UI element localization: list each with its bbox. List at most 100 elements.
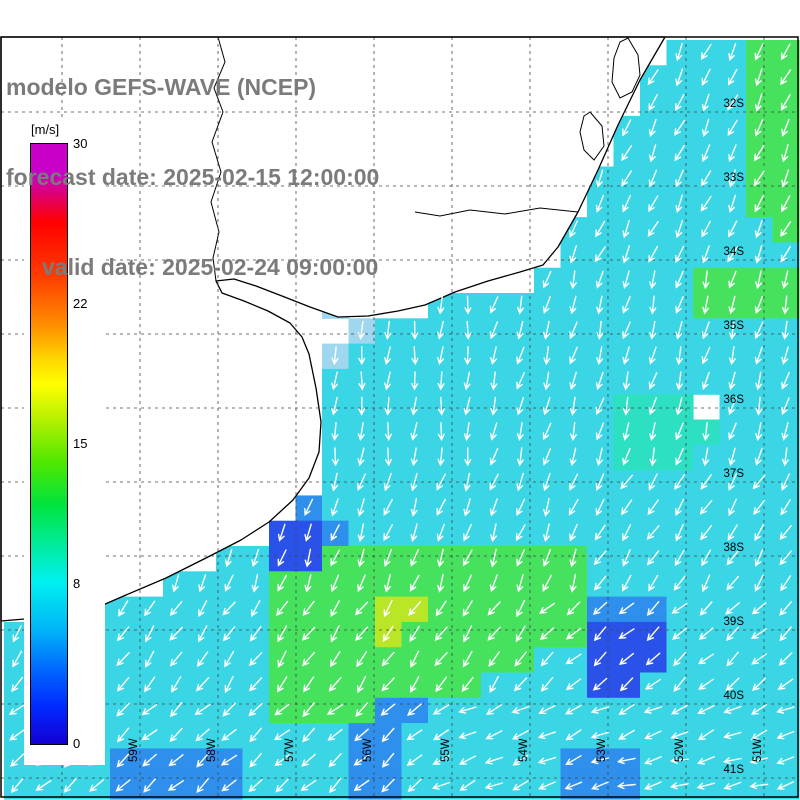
- wind-arrow: [618, 729, 635, 740]
- wave-cell: [746, 596, 774, 623]
- wind-arrow: [569, 371, 577, 391]
- title-valid-date: valid date: 2025-02-24 09:00:00: [42, 254, 379, 280]
- wave-cell: [666, 571, 694, 598]
- wind-arrow: [647, 499, 659, 516]
- wave-cell: [136, 697, 164, 724]
- wind-arrow: [569, 270, 577, 290]
- wind-arrow: [649, 422, 657, 441]
- wave-cell: [772, 596, 800, 623]
- wind-arrow: [301, 753, 316, 767]
- wind-arrow: [569, 523, 578, 542]
- wave-cell: [640, 520, 668, 547]
- wave-cell: [110, 773, 138, 800]
- wind-arrow: [248, 703, 263, 717]
- wind-arrow: [728, 498, 737, 517]
- wave-cell: [587, 470, 615, 496]
- wind-arrow: [616, 757, 636, 765]
- wind-arrow: [780, 246, 791, 263]
- wind-arrow: [593, 550, 607, 566]
- wind-arrow: [251, 600, 261, 618]
- wind-arrow: [701, 93, 710, 112]
- wave-cell: [401, 723, 429, 749]
- wind-arrow: [358, 396, 366, 416]
- wind-arrow: [543, 320, 551, 340]
- wave-cell: [666, 267, 694, 294]
- wave-cell: [719, 723, 747, 749]
- wind-arrow: [143, 778, 156, 793]
- wind-arrow: [618, 602, 635, 615]
- wind-arrow: [673, 676, 686, 692]
- wind-arrow: [675, 498, 685, 517]
- wind-arrow: [199, 270, 207, 290]
- wave-cell: [640, 621, 668, 648]
- wave-cell: [772, 217, 800, 243]
- wind-arrow: [674, 549, 685, 567]
- wave-cell: [560, 621, 588, 648]
- wind-arrow: [330, 498, 339, 517]
- wind-arrow: [754, 524, 764, 542]
- wind-arrow: [752, 677, 767, 692]
- lon-label: 52W: [674, 738, 686, 762]
- wind-arrow: [750, 628, 768, 640]
- wind-arrow: [276, 600, 289, 617]
- wind-arrow: [675, 94, 685, 112]
- wind-arrow: [622, 574, 632, 592]
- title-block: modelo GEFS-WAVE (NCEP) forecast date: 2…: [6, 12, 379, 342]
- wind-arrow: [35, 780, 52, 791]
- wind-arrow: [490, 548, 497, 568]
- wind-arrow: [511, 705, 530, 714]
- wave-cell: [322, 647, 350, 674]
- wave-cell: [640, 394, 668, 421]
- wind-arrow: [489, 422, 498, 441]
- wind-arrow: [432, 755, 450, 765]
- wave-cell: [746, 748, 774, 775]
- wave-cell: [640, 470, 668, 496]
- wind-arrow: [781, 270, 789, 290]
- wave-cell: [322, 697, 350, 724]
- wave-cell: [772, 748, 800, 775]
- wave-cell: [401, 748, 429, 775]
- wind-arrow: [643, 706, 663, 714]
- wave-cell: [719, 141, 747, 168]
- wave-cell: [481, 318, 509, 345]
- wind-arrow: [569, 220, 578, 238]
- wave-cell: [534, 672, 562, 699]
- wave-cell: [772, 621, 800, 648]
- wave-cell: [110, 748, 138, 775]
- wind-arrow: [485, 704, 502, 715]
- wave-cell: [136, 773, 164, 800]
- wind-arrow: [754, 346, 763, 365]
- wave-cell: [666, 596, 694, 623]
- wind-arrow: [647, 221, 659, 238]
- wind-arrow: [648, 397, 657, 416]
- wind-arrow: [380, 703, 396, 716]
- wind-arrow: [116, 626, 130, 642]
- wind-arrow: [675, 321, 683, 340]
- wave-cell: [269, 723, 297, 749]
- wind-arrow: [329, 651, 341, 668]
- wind-arrow: [539, 627, 555, 641]
- wave-cell: [587, 267, 615, 294]
- wind-arrow: [622, 422, 630, 441]
- wave-cell: [587, 647, 615, 674]
- wind-arrow: [196, 778, 209, 794]
- lat-label: 36S: [724, 394, 745, 406]
- wind-arrow: [355, 702, 368, 717]
- wave-cell: [242, 596, 270, 623]
- wind-arrow: [437, 346, 445, 366]
- wave-cell: [746, 520, 774, 547]
- wind-arrow: [618, 704, 635, 716]
- wind-arrow: [542, 270, 552, 289]
- wind-arrow: [649, 447, 657, 467]
- wind-arrow: [674, 144, 685, 162]
- wind-arrow: [277, 549, 287, 567]
- wave-cell: [216, 647, 244, 674]
- wave-cell: [454, 748, 482, 775]
- colorbar-tick: 22: [73, 296, 88, 311]
- wind-arrow: [410, 650, 420, 668]
- wind-arrow: [728, 473, 737, 491]
- wind-arrow: [249, 626, 262, 642]
- wave-cell: [719, 394, 747, 421]
- wind-arrow: [142, 753, 157, 767]
- wave-cell: [534, 267, 562, 294]
